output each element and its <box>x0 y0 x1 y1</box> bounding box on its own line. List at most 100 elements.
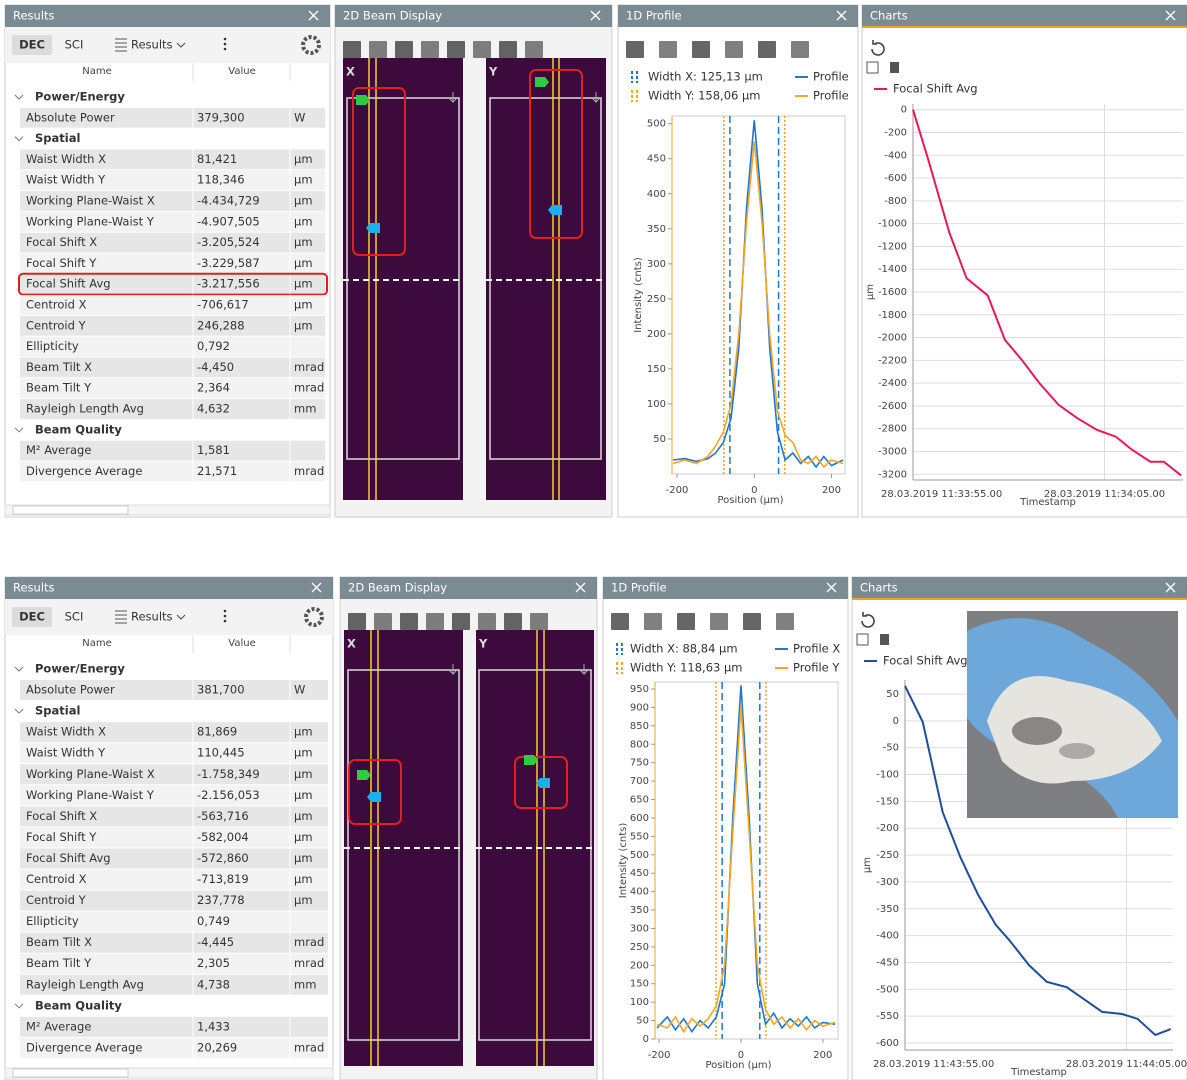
toolbar-icon[interactable] <box>348 613 366 630</box>
result-name: Centroid X <box>26 872 87 886</box>
result-value: -4,445 <box>197 935 234 949</box>
result-value: 1,581 <box>197 443 230 457</box>
tab[interactable]: DEC <box>19 610 45 624</box>
result-unit: mrad <box>294 381 324 395</box>
y-tick-label: -500 <box>876 984 899 995</box>
section-title[interactable]: Spatial <box>35 704 80 718</box>
result-value: 2,305 <box>197 956 230 970</box>
header-accent <box>852 598 1187 600</box>
toolbar-icon[interactable] <box>776 613 794 630</box>
y-tick-label: 650 <box>630 795 649 806</box>
view-dropdown[interactable]: Results <box>131 38 173 52</box>
tab[interactable]: SCI <box>65 38 84 52</box>
toolbar-icon[interactable] <box>791 41 809 58</box>
result-unit: mrad <box>294 956 324 970</box>
y-tick-label: -50 <box>883 743 899 754</box>
toolbar-icon[interactable] <box>452 613 470 630</box>
toolbar-icon[interactable] <box>725 41 743 58</box>
y-tick-label: -400 <box>876 931 899 942</box>
export-icon[interactable] <box>890 62 899 73</box>
toolbar-icon[interactable] <box>710 613 728 630</box>
toolbar-icon[interactable] <box>677 613 695 630</box>
toolbar-icon[interactable] <box>478 613 496 630</box>
view-dropdown[interactable]: Results <box>131 610 173 624</box>
result-value: -563,716 <box>197 809 249 823</box>
result-unit: µm <box>294 173 313 187</box>
result-value: -706,617 <box>197 298 249 312</box>
y-tick-label: -1800 <box>878 310 907 321</box>
toolbar-icon[interactable] <box>659 41 677 58</box>
scrollbar-thumb[interactable] <box>13 506 128 514</box>
width-label: Width X: 125,13 µm <box>648 70 763 84</box>
result-value: -4.907,505 <box>197 214 260 228</box>
toolbar-icon[interactable] <box>743 613 761 630</box>
toolbar-icon[interactable] <box>530 613 548 630</box>
menu-dot <box>224 615 227 618</box>
tab[interactable]: SCI <box>65 610 84 624</box>
toolbar-icon[interactable] <box>473 41 491 58</box>
result-unit: µm <box>294 298 313 312</box>
result-name: M² Average <box>26 443 91 457</box>
toolbar-icon[interactable] <box>499 41 517 58</box>
result-unit: mrad <box>294 935 324 949</box>
result-unit: µm <box>294 830 313 844</box>
result-value: 1,433 <box>197 1019 230 1033</box>
toolbar-icon[interactable] <box>421 41 439 58</box>
toolbar-icon[interactable] <box>374 613 392 630</box>
section-title[interactable]: Beam Quality <box>35 422 122 436</box>
y-tick-label: -300 <box>876 877 899 888</box>
result-name: Absolute Power <box>26 683 115 697</box>
menu-dot <box>224 610 227 613</box>
x-axis-label: Position (µm) <box>705 1060 771 1071</box>
result-value: 81,421 <box>197 152 237 166</box>
toolbar-icon[interactable] <box>369 41 387 58</box>
result-name: Beam Tilt X <box>26 360 92 374</box>
toolbar-icon[interactable] <box>611 613 629 630</box>
section-title[interactable]: Power/Energy <box>35 90 125 104</box>
y-tick-label: -3000 <box>878 447 907 458</box>
section-title[interactable]: Spatial <box>35 131 80 145</box>
toolbar-icon[interactable] <box>644 613 662 630</box>
result-name: Beam Tilt Y <box>26 381 92 395</box>
view-label: X <box>346 65 355 79</box>
result-name: Centroid Y <box>26 893 87 907</box>
toolbar-icon[interactable] <box>758 41 776 58</box>
y-tick-label: 50 <box>636 1016 649 1027</box>
result-name: Focal Shift Avg <box>26 851 111 865</box>
result-name: Waist Width Y <box>26 746 106 760</box>
result-name: Rayleigh Length Avg <box>26 402 144 416</box>
toolbar-icon[interactable] <box>692 41 710 58</box>
y-tick-label: -2600 <box>878 401 907 412</box>
width-label: Width Y: 118,63 µm <box>630 661 743 675</box>
result-value: 21,571 <box>197 464 237 478</box>
toolbar-icon[interactable] <box>525 41 543 58</box>
toolbar-icon[interactable] <box>395 41 413 58</box>
section-title[interactable]: Power/Energy <box>35 662 125 676</box>
scrollbar-thumb[interactable] <box>13 1069 128 1077</box>
result-name: Ellipticity <box>26 914 79 928</box>
y-tick-label: 0 <box>901 105 907 116</box>
result-unit: W <box>294 683 305 697</box>
toolbar-icon[interactable] <box>504 613 522 630</box>
toolbar-icon[interactable] <box>626 41 644 58</box>
toolbar-icon[interactable] <box>426 613 444 630</box>
y-tick-label: -200 <box>876 823 899 834</box>
y-tick-label: -2000 <box>878 333 907 344</box>
menu-dot <box>224 48 227 51</box>
tab[interactable]: DEC <box>19 38 45 52</box>
panel-header <box>862 5 1187 27</box>
result-value: 4,738 <box>197 977 230 991</box>
y-tick-label: -600 <box>876 1038 899 1049</box>
section-title[interactable]: Beam Quality <box>35 998 122 1012</box>
y-tick-label: -1000 <box>878 219 907 230</box>
export-icon[interactable] <box>880 634 889 645</box>
x-tick-label: 200 <box>813 1050 832 1061</box>
toolbar-icon[interactable] <box>447 41 465 58</box>
toolbar-icon[interactable] <box>343 41 361 58</box>
page: {"screens": [ {"results": {"title": "Res… <box>0 0 1187 1080</box>
y-tick-label: -2200 <box>878 355 907 366</box>
menu-dot <box>224 620 227 623</box>
toolbar-icon[interactable] <box>400 613 418 630</box>
result-name: Divergence Average <box>26 1040 142 1054</box>
y-tick-label: 100 <box>647 399 666 410</box>
